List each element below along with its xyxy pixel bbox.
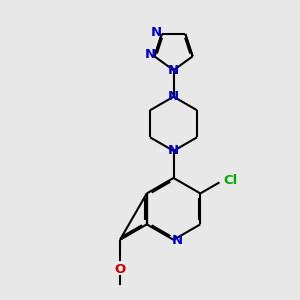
Text: N: N [172, 234, 183, 247]
Text: N: N [151, 26, 162, 39]
Text: N: N [168, 144, 179, 158]
Text: N: N [168, 90, 179, 103]
Text: N: N [167, 64, 178, 77]
Text: O: O [114, 263, 126, 276]
Text: Cl: Cl [223, 174, 237, 188]
Text: N: N [145, 48, 156, 62]
